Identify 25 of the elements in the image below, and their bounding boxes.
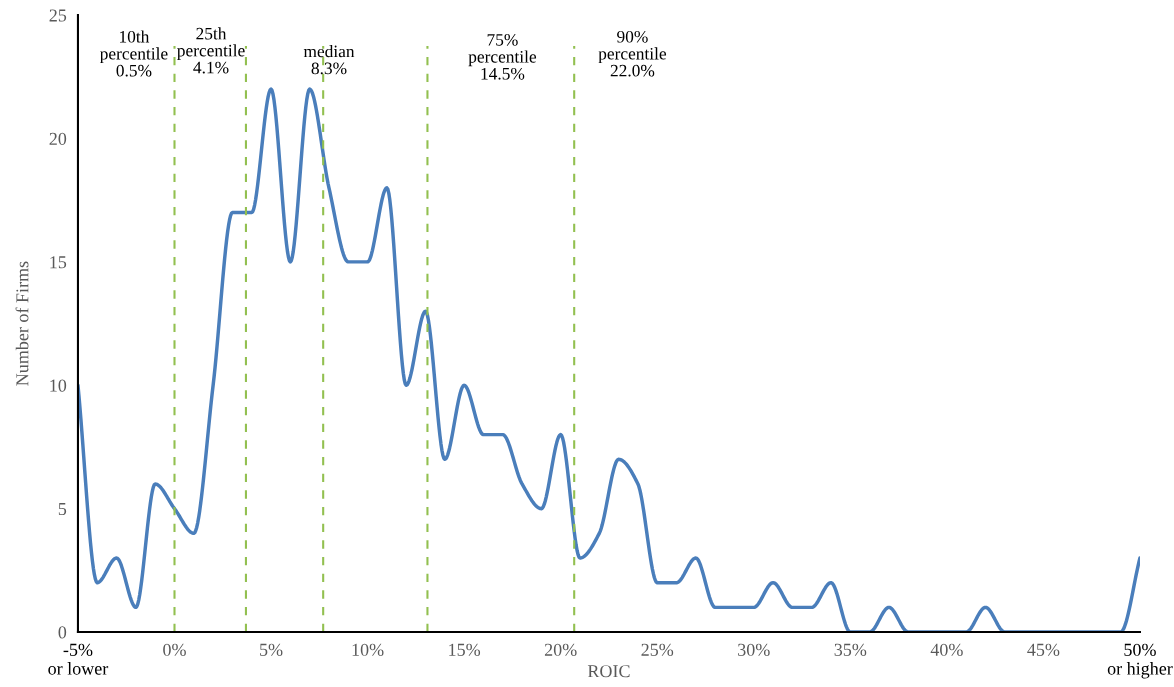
- x-tick-label: 35%: [834, 643, 867, 656]
- x-tick-label: 25%: [641, 643, 674, 656]
- x-tick-label: 0%: [163, 643, 186, 656]
- x-axis-title: ROIC: [587, 665, 630, 678]
- x-tick-label: 5%: [260, 643, 283, 656]
- y-tick-label: 25: [49, 9, 67, 22]
- y-tick-label: 15: [50, 256, 67, 269]
- annotation: 90% percentile 22.0%: [598, 30, 667, 77]
- x-tick-label: 40%: [930, 643, 963, 656]
- annotation: 25th percentile 4.1%: [177, 27, 245, 74]
- y-tick-label: 20: [49, 132, 67, 145]
- x-tick-label: 15%: [449, 643, 481, 656]
- x-tick-label: 20%: [544, 643, 577, 656]
- y-tick-label: 5: [58, 503, 67, 516]
- annotation: 10th percentile 0.5%: [99, 30, 168, 77]
- x-tick-label: 45%: [1027, 643, 1060, 656]
- y-tick-label: 0: [58, 626, 67, 639]
- x-tick-label: -5% or lower: [48, 643, 109, 675]
- x-tick-label: 30%: [738, 643, 770, 656]
- annotation: 75% percentile 14.5%: [468, 33, 537, 80]
- x-tick-label: 10%: [352, 643, 384, 656]
- y-axis-title: Number of Firms: [15, 261, 29, 386]
- x-tick-label: 50% or higher: [1107, 643, 1173, 679]
- y-tick-label: 10: [50, 379, 67, 392]
- annotation: median 8.3%: [303, 45, 355, 75]
